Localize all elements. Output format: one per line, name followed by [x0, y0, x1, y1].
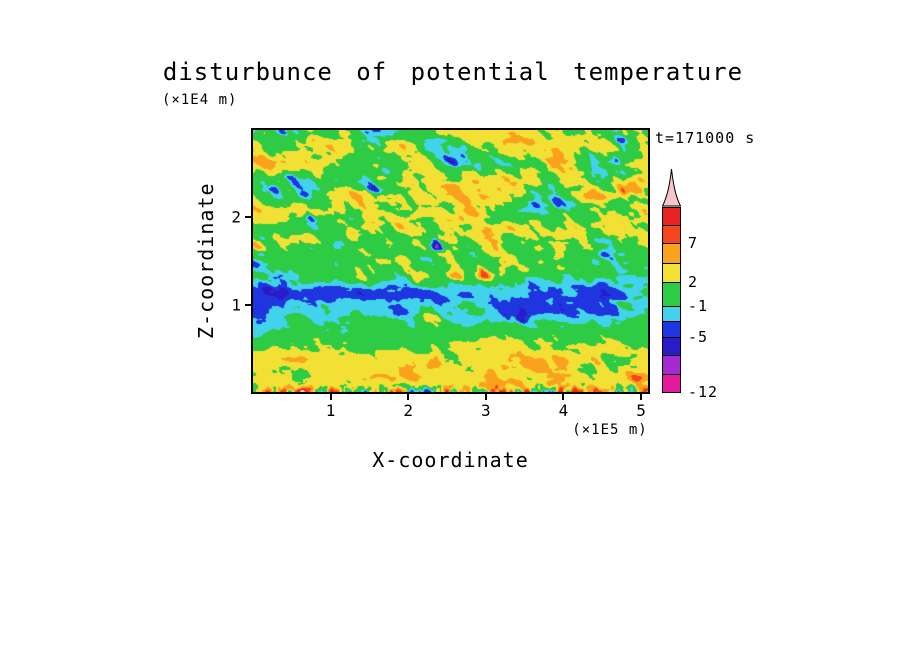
colorbar-segment [663, 262, 680, 283]
x-tick-mark [484, 394, 487, 400]
x-tick-label: 5 [636, 401, 646, 420]
colorbar-bar [662, 206, 681, 393]
y-tick-mark [245, 303, 251, 306]
x-tick-mark [407, 394, 410, 400]
y-tick-mark [245, 216, 251, 219]
colorbar-segment [663, 373, 680, 392]
colorbar-overflow-arrow-icon [662, 168, 681, 207]
x-tick-label: 1 [325, 401, 336, 420]
colorbar-segment [663, 225, 680, 243]
colorbar-segment [663, 321, 680, 338]
colorbar-segment [663, 243, 680, 263]
plot-area [251, 128, 650, 394]
chart-title: disturbunce of potential temperature [162, 58, 744, 86]
y-axis-unit-label: (×1E4 m) [162, 92, 238, 108]
x-axis-label: X-coordinate [372, 448, 529, 472]
x-tick-mark [640, 394, 643, 400]
colorbar-segment [663, 355, 680, 374]
y-tick-label: 1 [231, 295, 241, 315]
time-annotation: t=171000 s [655, 129, 756, 147]
colorbar-segment [663, 305, 680, 322]
colorbar-level-label: -5 [688, 328, 709, 347]
y-axis-label: Z-coordinate [194, 182, 218, 340]
colorbar-level-label: 7 [688, 234, 699, 253]
x-tick-mark [562, 394, 565, 400]
x-tick-mark [329, 394, 332, 400]
colorbar-segment [663, 282, 680, 306]
heatmap-canvas [253, 130, 648, 392]
y-tick-label: 2 [231, 207, 241, 227]
colorbar-segment [663, 337, 680, 356]
colorbar-level-label: -1 [688, 296, 709, 315]
colorbar-segment [663, 207, 680, 226]
x-tick-label: 4 [558, 401, 569, 420]
x-axis-unit-label: (×1E5 m) [572, 422, 648, 438]
colorbar-level-label: -12 [688, 383, 719, 401]
x-tick-label: 2 [403, 401, 414, 420]
colorbar-level-label: 2 [688, 273, 699, 292]
x-tick-label: 3 [480, 401, 491, 420]
